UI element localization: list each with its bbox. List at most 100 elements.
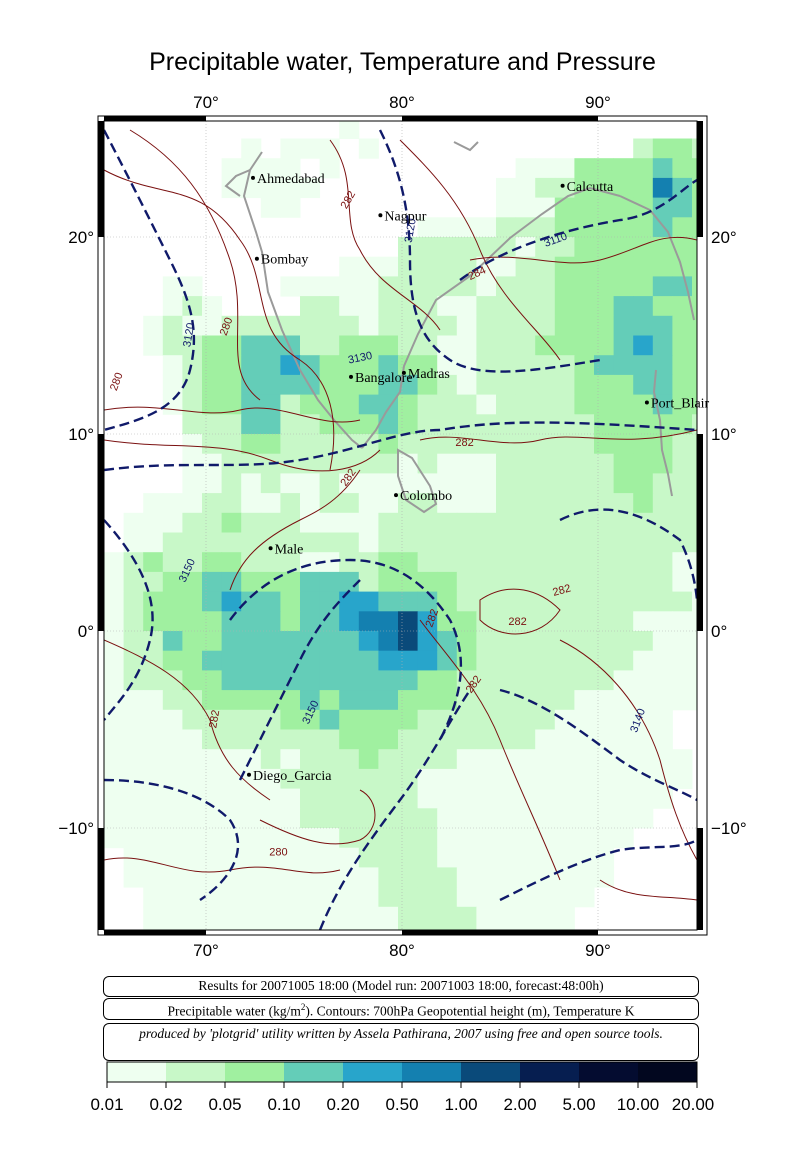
field-cell (104, 552, 125, 573)
field-cell (496, 276, 517, 297)
y-tick-right-0: 0° (711, 622, 727, 641)
field-cell (672, 138, 693, 159)
field-cell (319, 591, 340, 612)
field-cell (241, 828, 262, 849)
city-bombay[interactable]: Bombay (254, 253, 308, 268)
field-cell (358, 906, 379, 927)
field-cell (182, 631, 203, 652)
field-cell (319, 434, 340, 455)
city-label: Madras (408, 367, 450, 382)
field-cell (535, 591, 556, 612)
field-cell (398, 808, 419, 829)
field-cell (280, 138, 301, 159)
field-cell (260, 197, 281, 218)
field-cell (594, 571, 615, 593)
field-cell (378, 847, 399, 868)
city-calcutta[interactable]: Calcutta (560, 180, 614, 195)
city-colombo[interactable]: Colombo (394, 489, 452, 504)
field-cell (535, 177, 556, 199)
field-cell (202, 552, 223, 573)
field-cell (574, 788, 595, 809)
field-cell (515, 335, 536, 356)
field-cell (398, 847, 419, 868)
field-cell (182, 276, 203, 297)
field-cell (104, 611, 125, 632)
field-cell (300, 138, 321, 159)
field-cell (496, 847, 517, 868)
field-cell (672, 768, 693, 790)
city-port-blair[interactable]: Port_Blair (644, 397, 710, 412)
field-cell (692, 434, 697, 455)
field-cell (241, 690, 262, 711)
field-cell (280, 926, 301, 930)
city-male[interactable]: Male (268, 542, 304, 557)
field-cell (300, 808, 321, 829)
field-cell (398, 670, 419, 691)
field-cell (260, 690, 281, 711)
field-cell (437, 906, 458, 927)
field-cell (437, 394, 458, 415)
field-cell (535, 237, 556, 258)
field-cell (123, 631, 144, 652)
field-cell (280, 788, 301, 809)
field-cell (496, 434, 517, 455)
field-cell (496, 335, 517, 356)
field-cell (692, 512, 697, 533)
field-cell (339, 887, 360, 908)
field-cell (633, 394, 654, 415)
city-bangalore[interactable]: Bangalore (349, 371, 413, 386)
field-cell (692, 473, 697, 494)
field-cell (358, 749, 379, 770)
field-cell (260, 847, 281, 868)
field-cell (143, 926, 164, 930)
field-cell (456, 591, 477, 612)
field-cell (182, 414, 203, 435)
field-cell (437, 571, 458, 593)
field-cell (143, 552, 164, 573)
city-madras[interactable]: Madras (401, 367, 450, 382)
field-cell (554, 670, 575, 691)
field-cell (476, 552, 497, 573)
field-cell (280, 906, 301, 927)
city-ahmedabad[interactable]: Ahmedabad (251, 172, 325, 187)
field-cell (143, 867, 164, 888)
field-cell (417, 768, 438, 790)
city-label: Bombay (261, 253, 308, 268)
field-cell (515, 414, 536, 435)
field-cell (515, 729, 536, 750)
field-cell (594, 217, 615, 238)
field-cell (182, 453, 203, 474)
field-cell (633, 276, 654, 297)
field-cell (260, 552, 281, 573)
field-cell (574, 631, 595, 652)
city-nagpur[interactable]: Nagpur (378, 209, 427, 224)
field-cell (123, 611, 144, 632)
field-cell (692, 335, 697, 356)
field-cell (339, 394, 360, 415)
field-cell (280, 177, 301, 199)
field-cell (300, 177, 321, 199)
field-cell (496, 296, 517, 317)
field-cell (437, 670, 458, 691)
field-cell (398, 532, 419, 553)
field-cell (123, 571, 144, 593)
field-cell (594, 828, 615, 849)
city-label: Colombo (400, 489, 452, 504)
field-cell (437, 237, 458, 258)
field-cell (378, 788, 399, 809)
city-diego-garcia[interactable]: Diego_Garcia (247, 769, 332, 784)
field-cell (300, 788, 321, 809)
field-cell (574, 473, 595, 494)
field-cell (202, 631, 223, 652)
field-cell (515, 315, 536, 336)
field-cell (554, 296, 575, 317)
field-cell (574, 276, 595, 297)
field-cell (221, 749, 242, 770)
field-cell (319, 296, 340, 317)
field-cell (182, 709, 203, 730)
field-cell (398, 237, 419, 258)
field-cell (515, 650, 536, 671)
field-cell (280, 394, 301, 415)
field-cell (613, 650, 634, 671)
